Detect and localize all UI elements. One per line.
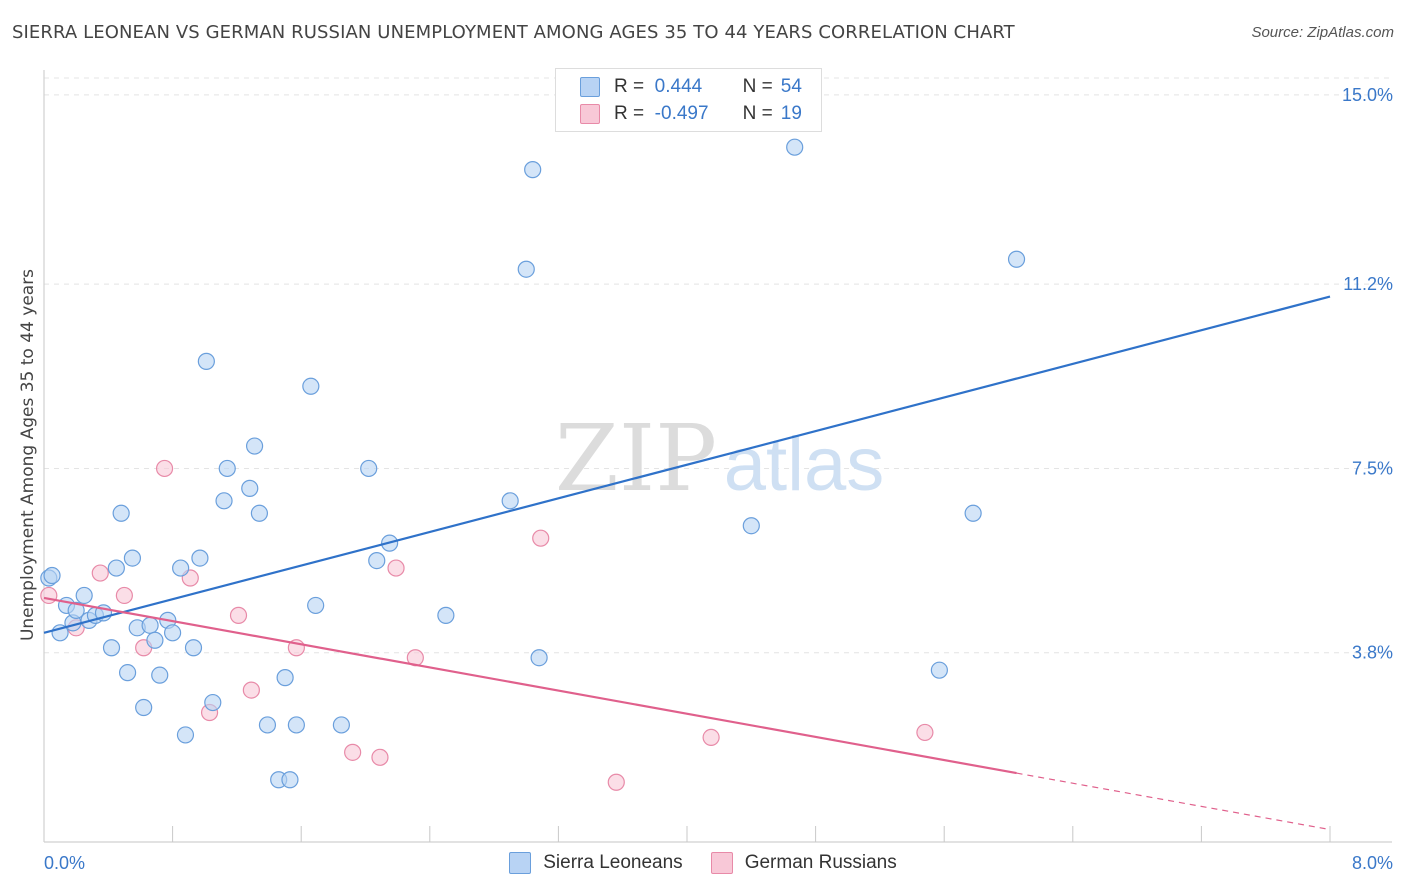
german-russian-point [916, 723, 934, 742]
watermark: ZIP atlas [555, 405, 884, 512]
german-russians-trend-extension [1016, 772, 1331, 831]
x-tick-label: 0.0% [44, 853, 85, 873]
sierra-leonean-point [123, 549, 142, 567]
german-russian-point [155, 459, 174, 478]
sierra-leonean-point [524, 161, 542, 179]
legend-row-german-russians: R = -0.497 N = 19 [580, 102, 802, 126]
legend-n-value: 19 [780, 103, 802, 124]
sierra-leonean-point [307, 596, 325, 615]
sierra-leonean-point [501, 492, 519, 510]
sierra-leonean-point [107, 559, 125, 577]
sierra-leonean-point [75, 586, 93, 605]
series-legend-german-russians: German Russians [710, 852, 897, 874]
sierra-leonean-point [250, 504, 269, 522]
german-russian-point [371, 748, 389, 766]
sierra-leonean-point [287, 716, 305, 734]
legend-n-label: N = [742, 103, 773, 124]
trend-lines [43, 295, 1331, 831]
sierra-leonean-point [218, 459, 236, 478]
gridlines [44, 77, 1392, 654]
german-russian-point [532, 529, 550, 547]
sierra-leonean-point [112, 504, 130, 522]
y-tick-labels: 3.8% 7.5% 11.2% 15.0% [1342, 85, 1393, 663]
legend-swatch-blue [580, 77, 600, 97]
german-russian-point [387, 559, 405, 577]
series-swatch-pink [710, 852, 733, 874]
german-russian-point [40, 586, 58, 605]
sierra-leonean-point [135, 698, 153, 717]
german-russian-point [91, 564, 109, 582]
sierra-leonean-point [517, 260, 535, 278]
x-tick-marks [172, 826, 1331, 842]
x-tick-labels: 0.0% 8.0% [44, 853, 1393, 873]
sierra-leonean-point [215, 492, 233, 510]
sierra-leonean-point [146, 631, 164, 649]
sierra-leonean-point [245, 437, 264, 455]
sierra-leonean-point [191, 549, 209, 567]
german-russian-point [242, 681, 260, 699]
sierra-leonean-point [184, 639, 203, 657]
sierra-leonean-point [1007, 250, 1026, 268]
german-russian-point [344, 743, 362, 761]
german-russian-point [702, 728, 720, 747]
sierra-leonean-point [930, 661, 948, 679]
watermark-atlas: atlas [724, 422, 885, 507]
legend-n-value: 54 [780, 76, 802, 97]
sierra-leonean-point [164, 624, 182, 642]
sierra-leonean-point [437, 606, 455, 624]
sierra-leonean-point [368, 551, 386, 570]
legend-r-label: R = [614, 103, 645, 124]
sierra-leonean-point [964, 504, 982, 522]
correlation-legend: R = 0.444 N = 54 R = -0.497 N = 19 [555, 68, 822, 132]
sierra-leonean-point [197, 352, 215, 370]
sierra-leonean-point [786, 138, 804, 156]
sierra-leonean-point [204, 693, 222, 712]
sierra-leonean-point [276, 669, 294, 687]
sierra-leonean-point [241, 479, 259, 497]
legend-n-label: N = [742, 76, 773, 97]
legend-row-sierra-leoneans: R = 0.444 N = 54 [580, 75, 802, 99]
axes [43, 70, 1392, 843]
series-legend: Sierra Leoneans German Russians [0, 852, 1406, 874]
watermark-zip: ZIP [555, 405, 717, 512]
german-russian-point [115, 586, 133, 605]
sierra-leonean-point [281, 771, 299, 789]
chart-title: SIERRA LEONEAN VS GERMAN RUSSIAN UNEMPLO… [12, 22, 1015, 43]
y-tick-label: 7.5% [1352, 458, 1393, 478]
german-russians-points [40, 459, 934, 791]
sierra-leonean-point [332, 716, 350, 734]
german-russian-point [229, 606, 248, 624]
y-tick-label: 3.8% [1352, 643, 1393, 663]
y-tick-label: 15.0% [1342, 85, 1393, 105]
series-legend-sierra-leoneans: Sierra Leoneans [509, 852, 683, 874]
legend-swatch-pink [580, 104, 600, 124]
sierra-leonean-point [118, 664, 137, 682]
sierra-leonean-point [102, 639, 121, 657]
sierra-leonean-point [258, 716, 277, 734]
sierra-leonean-point [43, 566, 61, 585]
sierra-leonean-point [360, 459, 378, 478]
series-label-german-russians: German Russians [744, 852, 897, 873]
sierra-leonean-point [141, 616, 159, 634]
legend-r-value: 0.444 [654, 76, 703, 97]
sierra-leonean-point [530, 649, 548, 667]
y-tick-label: 11.2% [1343, 274, 1393, 294]
sierra-leoneans-points [40, 138, 1026, 789]
sierra-leonean-point [742, 517, 760, 535]
legend-r-label: R = [614, 76, 645, 97]
sierra-leonean-point [176, 726, 195, 744]
source-credit: Source: ZipAtlas.com [1251, 24, 1394, 41]
sierra-leoneans-trend-line [43, 295, 1331, 634]
series-label-sierra-leoneans: Sierra Leoneans [543, 852, 683, 873]
sierra-leonean-point [67, 601, 85, 620]
sierra-leonean-point [151, 666, 169, 684]
x-tick-label: 8.0% [1352, 853, 1393, 873]
series-swatch-blue [509, 852, 532, 874]
german-russians-trend-line [43, 596, 1017, 775]
german-russian-point [607, 773, 625, 791]
legend-r-value: -0.497 [654, 103, 709, 124]
sierra-leonean-point [302, 377, 320, 395]
sierra-leonean-point [172, 559, 190, 577]
